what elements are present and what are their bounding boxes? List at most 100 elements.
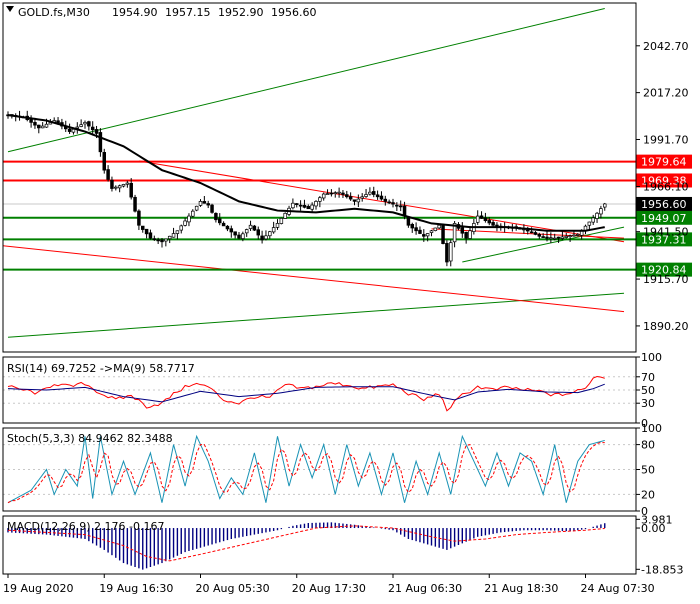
price-tick-label: 2017.20 bbox=[643, 87, 689, 100]
candle bbox=[275, 219, 280, 230]
price-moving-average bbox=[7, 114, 605, 232]
time-tick-label: 24 Aug 07:30 bbox=[581, 582, 655, 595]
candle bbox=[545, 231, 549, 242]
candle-body bbox=[40, 125, 45, 129]
macd-pane-frame bbox=[2, 515, 637, 575]
candle-body bbox=[67, 128, 72, 132]
candle-body bbox=[75, 126, 80, 129]
candle-body bbox=[252, 225, 257, 231]
candle-body bbox=[198, 201, 203, 206]
level-label: 1937.31 bbox=[641, 233, 687, 246]
candle-body bbox=[129, 182, 133, 198]
price-pane-frame bbox=[2, 2, 637, 353]
candle-body bbox=[364, 194, 368, 197]
candle bbox=[283, 212, 287, 219]
candle bbox=[156, 237, 160, 245]
candle bbox=[310, 202, 314, 213]
candle bbox=[244, 228, 249, 237]
candle-body bbox=[425, 233, 430, 237]
candle-body bbox=[345, 194, 349, 198]
candle bbox=[148, 229, 153, 240]
candle-body bbox=[194, 205, 199, 211]
symbol-title: GOLD.fs,M30 bbox=[18, 6, 90, 19]
candle-body bbox=[475, 215, 480, 223]
candle bbox=[83, 120, 87, 129]
candle bbox=[433, 227, 438, 232]
stoch-tick-label: 100 bbox=[641, 422, 662, 435]
rsi-tick-label: 70 bbox=[641, 371, 655, 384]
rsi-line bbox=[7, 375, 605, 412]
time-tick-label: 21 Aug 06:30 bbox=[388, 582, 462, 595]
candle bbox=[541, 233, 545, 238]
candle-body bbox=[325, 193, 330, 195]
candle-body bbox=[398, 205, 403, 208]
candle bbox=[256, 226, 261, 240]
candle bbox=[218, 213, 222, 226]
candle-body bbox=[167, 235, 172, 240]
time-tick-label: 19 Aug 16:30 bbox=[99, 582, 173, 595]
candle bbox=[187, 213, 191, 227]
collapse-triangle-icon[interactable] bbox=[6, 6, 14, 12]
candle bbox=[391, 198, 395, 208]
candle bbox=[429, 230, 434, 237]
candle bbox=[576, 233, 580, 237]
candle bbox=[348, 192, 353, 201]
candle bbox=[90, 121, 95, 136]
candle bbox=[229, 225, 234, 238]
ohlc-open: 1954.90 bbox=[112, 6, 158, 19]
candle bbox=[164, 238, 168, 247]
candle bbox=[337, 187, 341, 198]
candle bbox=[410, 222, 415, 233]
candle-body bbox=[599, 208, 603, 215]
candle bbox=[475, 210, 480, 225]
candle-body bbox=[391, 202, 395, 205]
candle-body bbox=[210, 204, 214, 213]
candle bbox=[121, 183, 126, 188]
candle bbox=[67, 123, 72, 135]
candle-body bbox=[106, 169, 110, 180]
candle-body bbox=[71, 128, 76, 133]
candle bbox=[248, 220, 253, 231]
candle bbox=[171, 227, 176, 238]
time-tick-label: 21 Aug 18:30 bbox=[484, 582, 558, 595]
candle bbox=[533, 231, 538, 236]
candle bbox=[483, 212, 488, 223]
candle bbox=[252, 224, 257, 232]
candle bbox=[375, 190, 380, 200]
candle-body bbox=[175, 230, 180, 234]
stoch-tick-label: 0 bbox=[641, 505, 648, 518]
candle-body bbox=[414, 227, 418, 232]
candle bbox=[372, 186, 376, 198]
candle bbox=[98, 128, 103, 157]
candle-body bbox=[395, 204, 399, 207]
level-label: 1920.84 bbox=[641, 264, 687, 277]
candle bbox=[75, 122, 80, 134]
candle bbox=[233, 231, 237, 239]
candle-body bbox=[44, 123, 49, 128]
candle bbox=[591, 214, 595, 225]
candle bbox=[395, 202, 399, 211]
candle bbox=[302, 199, 307, 209]
candle bbox=[198, 199, 203, 207]
candle bbox=[183, 217, 187, 227]
candle bbox=[425, 233, 430, 242]
candle bbox=[291, 198, 295, 210]
candle bbox=[368, 187, 372, 196]
candle bbox=[325, 189, 330, 195]
candle bbox=[295, 202, 299, 208]
current-price-label: 1956.60 bbox=[641, 198, 687, 211]
candle-body bbox=[110, 179, 114, 189]
candle-body bbox=[587, 221, 592, 226]
candle-body bbox=[375, 194, 380, 198]
candle bbox=[79, 119, 83, 128]
candle-body bbox=[141, 225, 145, 230]
candle-body bbox=[260, 235, 264, 241]
candle bbox=[491, 220, 495, 227]
macd-tick-label: 3.981 bbox=[641, 513, 673, 526]
candle-body bbox=[206, 203, 210, 206]
candle-body bbox=[90, 126, 95, 131]
candle bbox=[441, 223, 445, 245]
candle-body bbox=[449, 242, 453, 262]
candle bbox=[129, 178, 133, 200]
candle bbox=[345, 190, 349, 199]
